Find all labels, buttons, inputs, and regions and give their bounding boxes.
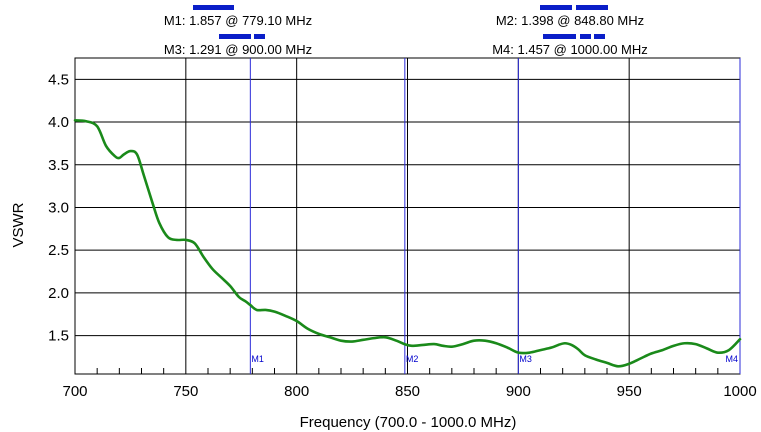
marker-readout-header: M1: 1.857 @ 779.10 MHz M2: 1.398 @ 848.80… [164,5,648,57]
marker-bar-m2 [540,5,572,10]
marker-bar-m2 [576,5,608,10]
x-tick-label: 700 [62,383,87,400]
marker-bar-m1 [193,5,234,10]
marker-flag-m4: M4 [725,354,738,364]
marker-flags: M1 M2 M3 M4 [251,354,738,364]
y-tick-label: 1.5 [48,328,69,345]
plot-grid [74,57,741,375]
marker-flag-m1: M1 [251,354,264,364]
x-tick-label: 800 [284,383,309,400]
x-axis-title: Frequency (700.0 - 1000.0 MHz) [300,414,517,431]
x-tick-label: 750 [173,383,198,400]
y-tick-label: 2.5 [48,242,69,259]
y-axis-title: VSWR [10,202,27,247]
x-tick-label: 1000 [723,383,756,400]
marker-bar-m4 [594,34,605,39]
marker-bar-m3 [254,34,265,39]
y-tick-label: 4.0 [48,114,69,131]
y-tick-label: 4.5 [48,71,69,88]
x-tick-label: 850 [395,383,420,400]
y-tick-label: 3.0 [48,199,69,216]
marker-readout-m3: M3: 1.291 @ 900.00 MHz [164,42,312,57]
marker-readout-m1: M1: 1.857 @ 779.10 MHz [164,13,312,28]
y-tick-label: 3.5 [48,157,69,174]
series-group [73,119,742,368]
x-tick-label: 950 [617,383,642,400]
marker-readout-m2: M2: 1.398 @ 848.80 MHz [496,13,644,28]
y-tick-label: 2.0 [48,285,69,302]
marker-bar-m4 [543,34,576,39]
x-tick-label: 900 [506,383,531,400]
marker-flag-m3: M3 [519,354,532,364]
marker-lines [249,58,741,374]
marker-bar-m4 [580,34,591,39]
marker-readout-m4: M4: 1.457 @ 1000.00 MHz [492,42,648,57]
vswr-series-line-0 [73,119,742,368]
axis-ticks: 700 750 800 850 900 950 1000 1.5 2.0 2.5 3.0 3.5 4.0… [48,71,757,400]
marker-flag-m2: M2 [406,354,419,364]
marker-bar-m3 [219,34,251,39]
